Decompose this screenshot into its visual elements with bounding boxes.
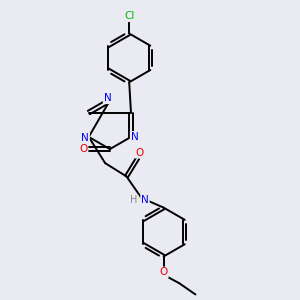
Text: Cl: Cl bbox=[124, 11, 134, 21]
Text: N: N bbox=[81, 134, 89, 143]
Text: O: O bbox=[160, 268, 168, 278]
Text: N: N bbox=[141, 195, 149, 205]
Text: O: O bbox=[136, 148, 144, 158]
Text: H: H bbox=[130, 195, 138, 205]
Text: N: N bbox=[103, 93, 111, 103]
Text: O: O bbox=[79, 144, 88, 154]
Text: N: N bbox=[131, 132, 138, 142]
